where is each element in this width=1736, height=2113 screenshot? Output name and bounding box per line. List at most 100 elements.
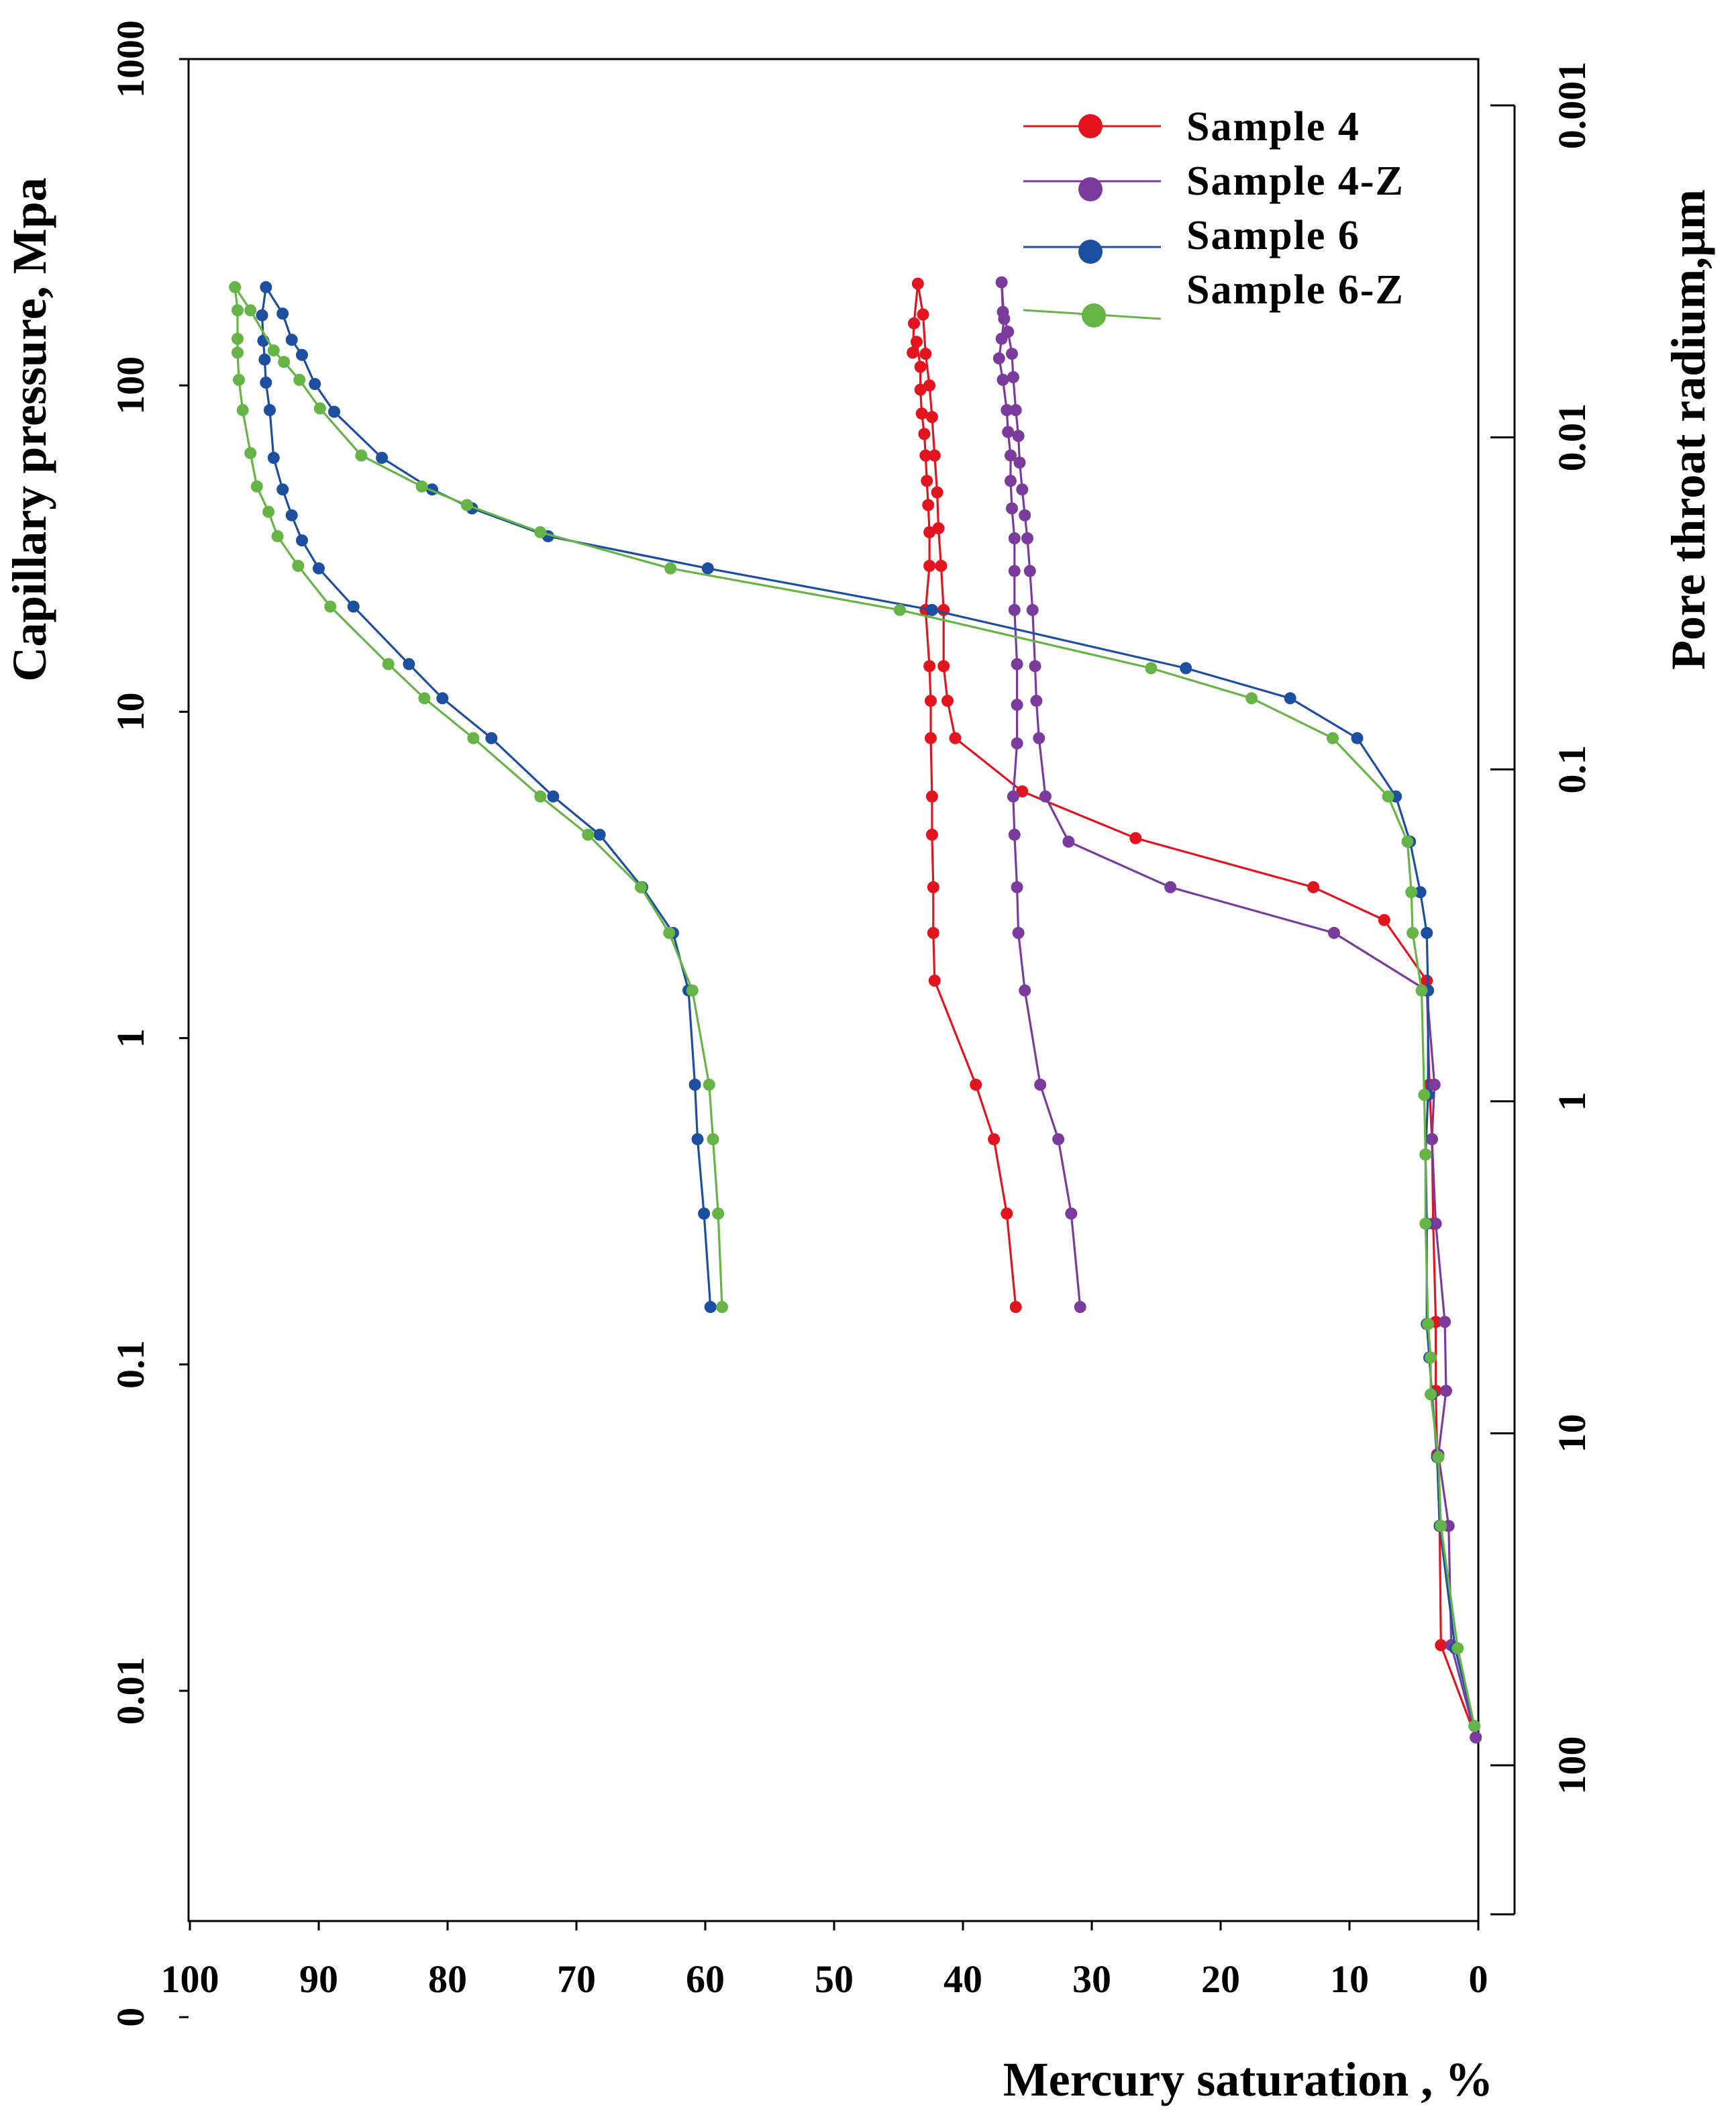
legend-marker-sample-6-z [1082, 303, 1106, 328]
data-point-sample-4 [932, 522, 945, 534]
x-tick-label: 10 [1330, 1957, 1369, 2001]
data-point-sample-6-z [229, 281, 242, 293]
data-point-sample-4 [914, 383, 927, 396]
data-point-sample-4-z [1021, 532, 1033, 544]
data-point-sample-6-z [1245, 692, 1258, 705]
data-point-sample-4 [914, 360, 927, 373]
data-point-sample-6-z [1468, 1720, 1481, 1732]
legend-item-sample-4-z[interactable]: Sample 4-Z [1023, 158, 1405, 204]
data-point-sample-6-z [1419, 1148, 1432, 1161]
data-point-sample-6 [403, 658, 415, 671]
data-point-sample-6 [688, 1079, 701, 1091]
x-tick-label: 60 [686, 1957, 725, 2001]
data-point-sample-4 [922, 499, 935, 511]
data-point-sample-6-z [293, 373, 306, 386]
data-point-sample-4-z [1006, 502, 1018, 515]
data-point-sample-6-z [467, 732, 480, 744]
legend-label-sample-4-z: Sample 4-Z [1186, 158, 1405, 204]
data-point-sample-4 [949, 732, 962, 744]
data-point-sample-4 [925, 695, 937, 707]
data-point-sample-6-z [267, 344, 280, 357]
data-point-sample-4 [910, 336, 923, 348]
data-point-sample-4 [907, 346, 919, 359]
data-point-sample-4-z [1011, 699, 1023, 711]
x-tick-label: 100 [161, 1957, 219, 2001]
data-point-sample-4-z [1074, 1301, 1086, 1314]
data-point-sample-6-z [893, 603, 906, 616]
y-axis-title: Capillary pressure, Mpa [3, 177, 56, 681]
legend-item-sample-4[interactable]: Sample 4 [1023, 104, 1360, 150]
legend-item-sample-6-z[interactable]: Sample 6-Z [1023, 267, 1405, 328]
x-axis-title: Mercury saturation , % [1003, 2053, 1494, 2106]
data-point-sample-4-z [1019, 509, 1031, 522]
x-tick-label: 0 [1469, 1957, 1488, 2001]
data-point-sample-4-z [1011, 881, 1023, 893]
data-point-sample-6-z [250, 480, 263, 493]
data-point-sample-6-z [292, 560, 305, 572]
data-point-sample-4-z [1012, 926, 1025, 939]
data-point-sample-6 [691, 1133, 704, 1146]
data-point-sample-4-z [1005, 475, 1017, 487]
data-point-sample-6-z [415, 480, 428, 493]
data-point-sample-4 [908, 317, 920, 330]
data-point-sample-6-z [460, 499, 473, 511]
data-point-sample-4-z [1034, 1079, 1047, 1091]
data-point-sample-4 [1378, 914, 1390, 926]
data-point-sample-4 [1435, 1639, 1447, 1651]
data-point-sample-6 [296, 534, 308, 547]
legend-item-sample-6[interactable]: Sample 6 [1023, 213, 1360, 264]
data-point-sample-4-z [1019, 984, 1031, 997]
y-tick-label: 0.01 [109, 1657, 152, 1725]
data-point-sample-6 [347, 600, 360, 613]
data-point-sample-4-z [1007, 790, 1019, 803]
data-point-sample-4 [1016, 785, 1029, 798]
data-point-sample-6 [258, 353, 271, 366]
data-point-sample-6-z [244, 304, 257, 317]
data-point-sample-4 [911, 277, 924, 290]
data-point-sample-6-z [324, 600, 337, 613]
data-point-sample-6 [925, 603, 938, 616]
x-tick-label: 20 [1201, 1957, 1240, 2001]
data-point-sample-4 [919, 348, 932, 360]
data-point-sample-4 [931, 486, 943, 499]
series-layer [229, 276, 1482, 1744]
data-point-sample-4 [925, 732, 937, 744]
data-point-sample-6 [436, 692, 449, 705]
x-tick-label: 40 [943, 1957, 982, 2001]
data-point-sample-6-z [686, 984, 699, 997]
data-point-sample-6 [485, 732, 498, 744]
data-point-sample-6-z [355, 449, 368, 462]
data-point-sample-4 [1307, 881, 1320, 893]
data-point-sample-6-z [382, 658, 395, 671]
data-point-sample-4-z [1039, 790, 1052, 803]
axes-layer: 100 90 80 70 60 50 40 30 20 10 010001001010.10.010… [109, 20, 1594, 2027]
data-point-sample-4 [1129, 832, 1142, 844]
data-point-sample-6-z [582, 828, 595, 841]
data-point-sample-4 [927, 881, 939, 893]
data-point-sample-4 [925, 790, 938, 803]
data-point-sample-6-z [1401, 835, 1414, 848]
data-point-sample-6-z [233, 373, 245, 386]
data-point-sample-6-z [1419, 1218, 1432, 1230]
data-point-sample-6 [309, 378, 321, 391]
data-point-sample-4-z [1008, 564, 1021, 577]
data-point-sample-6 [260, 377, 272, 389]
data-point-sample-6-z [1435, 1520, 1447, 1532]
data-point-sample-6-z [1432, 1451, 1445, 1463]
data-point-sample-6 [260, 281, 272, 293]
data-point-sample-6 [547, 790, 560, 803]
y2-tick-label: 0.01 [1550, 403, 1594, 472]
data-point-sample-4-z [1012, 430, 1025, 442]
data-point-sample-6-z [1145, 662, 1158, 675]
y2-tick-label: 0.1 [1550, 745, 1594, 794]
legend-marker-sample-4 [1078, 114, 1103, 138]
data-point-sample-4 [923, 379, 936, 392]
data-point-sample-6-z [534, 790, 547, 803]
data-point-sample-4-z [1428, 1079, 1441, 1091]
data-point-sample-4 [988, 1133, 1001, 1146]
data-point-sample-4 [921, 475, 933, 487]
data-point-sample-4 [927, 926, 939, 939]
data-point-sample-4 [917, 308, 929, 321]
data-point-sample-4-z [1065, 1208, 1078, 1220]
